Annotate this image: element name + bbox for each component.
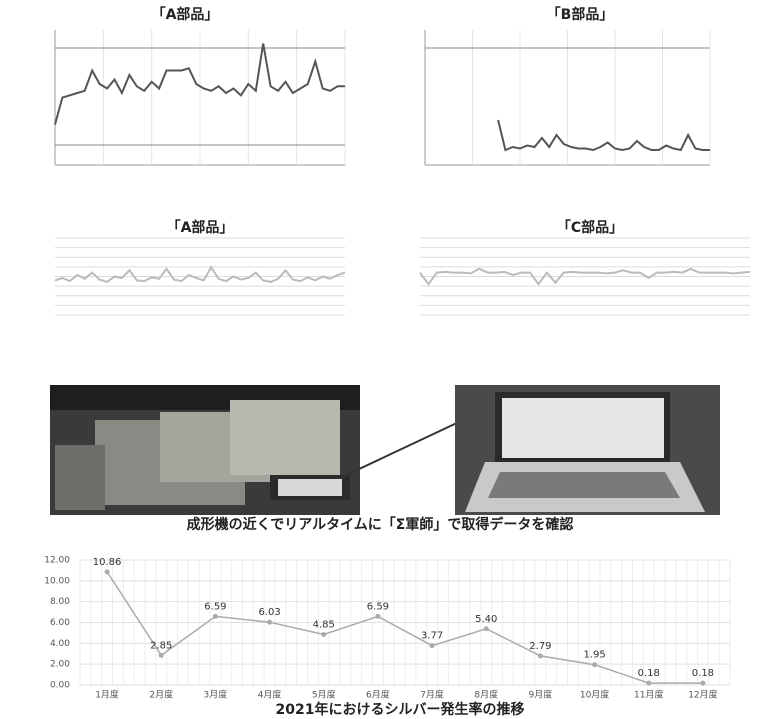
- x-tick-label: 12月度: [688, 689, 717, 701]
- x-tick-label: 9月度: [529, 689, 553, 701]
- point: [267, 620, 272, 625]
- point: [700, 681, 705, 686]
- x-tick-label: 2月度: [149, 689, 173, 701]
- x-tick-label: 11月度: [634, 689, 663, 701]
- point: [213, 614, 218, 619]
- point: [646, 681, 651, 686]
- x-tick-label: 5月度: [312, 689, 336, 701]
- point: [105, 569, 110, 574]
- value-label: 6.03: [258, 607, 280, 618]
- point: [592, 662, 597, 667]
- value-label: 0.18: [638, 668, 660, 679]
- value-label: 1.95: [583, 650, 605, 661]
- point: [375, 614, 380, 619]
- point: [484, 626, 489, 631]
- value-label: 3.77: [421, 631, 443, 642]
- x-tick-label: 7月度: [420, 689, 444, 701]
- photo-machine: [50, 385, 360, 515]
- y-tick-label: 0.00: [50, 681, 70, 691]
- y-tick-label: 10.00: [44, 576, 70, 586]
- chart-title: 「A部品」: [152, 6, 219, 23]
- value-label: 6.59: [204, 601, 226, 612]
- chart-title: 「B部品」: [547, 6, 614, 23]
- value-label: 10.86: [93, 557, 122, 568]
- point: [430, 643, 435, 648]
- chart-title: 「A部品」: [167, 219, 234, 236]
- caption: 成形機の近くでリアルタイムに「Σ軍師」で取得データを確認: [187, 516, 574, 533]
- x-tick-label: 8月度: [474, 689, 498, 701]
- point: [159, 653, 164, 658]
- x-tick-label: 10月度: [580, 689, 609, 701]
- value-label: 2.79: [529, 641, 551, 652]
- value-label: 4.85: [313, 619, 335, 630]
- point: [321, 632, 326, 637]
- x-tick-label: 6月度: [366, 689, 390, 701]
- value-label: 6.59: [367, 601, 389, 612]
- x-tick-label: 4月度: [258, 689, 282, 701]
- figure: 成形機の近くでリアルタイムに「Σ軍師」で取得データを確認 「A部品」「B部品」「…: [0, 0, 758, 719]
- value-label: 0.18: [692, 668, 714, 679]
- photo-laptop: [455, 385, 720, 515]
- y-tick-label: 8.00: [50, 597, 70, 607]
- y-tick-label: 2.00: [50, 660, 70, 670]
- data-line: [55, 267, 345, 282]
- y-tick-label: 6.00: [50, 618, 70, 628]
- value-label: 5.40: [475, 614, 497, 625]
- point: [538, 653, 543, 658]
- chart-title: 2021年におけるシルバー発生率の推移: [276, 701, 525, 718]
- data-line: [498, 120, 710, 150]
- page: 成形機の近くでリアルタイムに「Σ軍師」で取得データを確認 「A部品」「B部品」「…: [0, 0, 758, 719]
- chart-title: 「C部品」: [557, 219, 623, 236]
- y-tick-label: 4.00: [50, 639, 70, 649]
- x-tick-label: 3月度: [204, 689, 228, 701]
- x-tick-label: 1月度: [95, 689, 119, 701]
- y-tick-label: 12.00: [44, 556, 70, 566]
- value-label: 2.85: [150, 640, 172, 651]
